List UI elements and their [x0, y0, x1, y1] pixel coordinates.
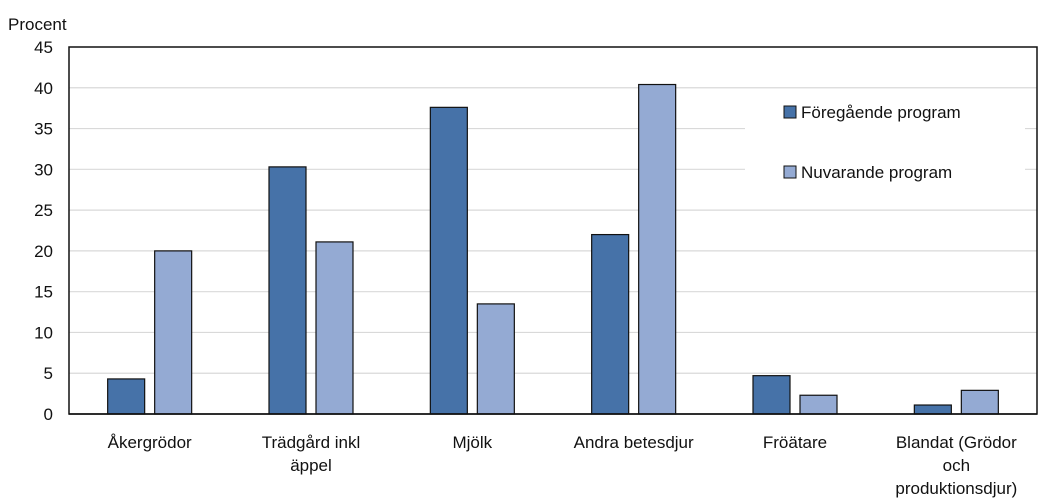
category-label: produktionsdjur) — [895, 479, 1017, 498]
bar-nuvarande — [638, 83, 677, 415]
axes — [68, 46, 1038, 415]
y-tick-label: 30 — [34, 160, 53, 179]
y-tick-label: 25 — [34, 201, 53, 220]
bars — [107, 83, 999, 415]
bar-nuvarande — [476, 303, 515, 415]
legend: Föregående program Nuvarande program — [745, 95, 1025, 195]
category-label: Andra betesdjur — [574, 433, 694, 452]
bar-foregaende — [591, 233, 630, 415]
y-tick-label: 0 — [44, 405, 53, 424]
y-tick-label: 20 — [34, 242, 53, 261]
y-tick-label: 45 — [34, 38, 53, 57]
category-label: Blandat (Grödor — [896, 433, 1017, 452]
bar-foregaende — [107, 378, 146, 415]
y-tick-label: 10 — [34, 323, 53, 342]
bar-foregaende — [429, 106, 468, 415]
bar-foregaende — [268, 166, 307, 415]
y-tick-label: 35 — [34, 120, 53, 139]
legend-label: Nuvarande program — [801, 163, 952, 182]
bar-nuvarande — [799, 394, 838, 415]
y-tick-label: 40 — [34, 79, 53, 98]
legend-swatch — [783, 105, 797, 119]
category-label: Trädgård inkl — [262, 433, 361, 452]
legend-label: Föregående program — [801, 103, 961, 122]
category-label: Mjölk — [452, 433, 492, 452]
y-tick-label: 15 — [34, 283, 53, 302]
category-label: äppel — [290, 456, 332, 475]
gridlines — [69, 87, 1037, 374]
category-label: Åkergrödor — [108, 433, 192, 452]
category-label: och — [943, 456, 970, 475]
bar-nuvarande — [154, 250, 193, 415]
bar-foregaende — [913, 404, 952, 415]
bar-nuvarande — [315, 241, 354, 415]
y-tick-labels: 0 5 10 15 20 25 30 35 40 45 — [34, 38, 53, 424]
bar-nuvarande — [960, 389, 999, 415]
y-axis-label: Procent — [8, 15, 67, 34]
legend-swatch — [783, 165, 797, 179]
category-label: Fröätare — [763, 433, 827, 452]
y-tick-label: 5 — [44, 364, 53, 383]
category-labels: Åkergrödor Trädgård inkl äppel Mjölk Andra b… — [108, 433, 1018, 498]
bar-foregaende — [752, 375, 791, 415]
